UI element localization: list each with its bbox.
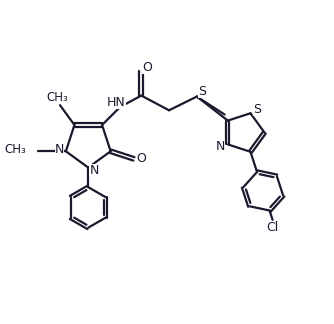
Text: HN: HN (107, 96, 126, 109)
Text: N: N (90, 164, 99, 177)
Text: O: O (136, 152, 146, 165)
Text: Cl: Cl (267, 221, 279, 234)
Text: N: N (216, 140, 225, 153)
Text: O: O (142, 61, 152, 74)
Text: S: S (253, 103, 261, 117)
Text: CH₃: CH₃ (4, 143, 26, 156)
Text: N: N (55, 143, 64, 156)
Text: S: S (198, 85, 206, 98)
Text: CH₃: CH₃ (46, 91, 67, 104)
